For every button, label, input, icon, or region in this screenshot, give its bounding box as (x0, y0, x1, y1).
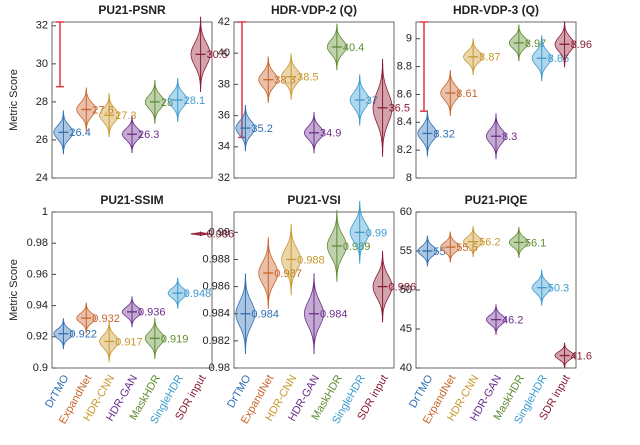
y-tick-label: 1 (42, 206, 48, 218)
plot-frame (233, 211, 395, 369)
y-tick-label: 50 (400, 284, 412, 296)
value-label: 0.932 (92, 313, 120, 325)
y-tick-label: 40 (218, 47, 230, 59)
y-tick-label: 0.9 (33, 362, 48, 374)
panel-title: HDR-VDP-2 (Q) (271, 3, 357, 17)
value-label: 56.1 (525, 237, 546, 249)
y-tick-label: 0.98 (27, 237, 48, 249)
value-label: 30.5 (207, 49, 228, 61)
value-label: 55 (433, 246, 445, 258)
value-label: 28.1 (184, 95, 205, 107)
value-label: 0.988 (297, 254, 325, 266)
y-tick-label: 8.6 (397, 88, 412, 100)
plot-frame (51, 21, 213, 179)
plot-frame (415, 21, 577, 179)
y-tick-label: 24 (36, 172, 48, 184)
y-tick-label: 36 (218, 110, 230, 122)
value-label: 35.2 (251, 123, 272, 135)
value-label: 0.936 (138, 307, 166, 319)
y-tick-label: 42 (218, 16, 230, 28)
y-tick-label: 0.982 (202, 335, 230, 347)
value-label: 38.3 (274, 75, 295, 87)
y-tick-label: 8.4 (397, 116, 412, 128)
y-tick-label: 8 (406, 172, 412, 184)
value-label: 8.32 (433, 128, 454, 140)
value-label: 0.986 (207, 229, 235, 241)
value-label: 56.2 (479, 237, 500, 249)
value-label: 27.6 (92, 104, 113, 116)
y-tick-label: 30 (36, 58, 48, 70)
value-label: 0.919 (161, 333, 189, 345)
y-tick-label: 40 (400, 362, 412, 374)
plot-frame (51, 211, 213, 369)
value-label: 28 (161, 97, 173, 109)
y-tick-label: 32 (218, 172, 230, 184)
value-label: 55.5 (456, 242, 477, 254)
y-tick-label: 38 (218, 78, 230, 90)
panel-title: PU21-VSI (287, 193, 340, 207)
y-axis-label: Metric Score (8, 259, 20, 321)
y-tick-label: 0.96 (27, 268, 48, 280)
value-label: 0.984 (251, 309, 279, 321)
value-label: 8.96 (571, 39, 592, 51)
value-label: 0.948 (184, 288, 212, 300)
value-label: 50.3 (548, 283, 569, 295)
y-tick-label: 45 (400, 323, 412, 335)
y-tick-label: 28 (36, 96, 48, 108)
y-tick-label: 0.99 (209, 226, 230, 238)
value-label: 41.6 (571, 350, 592, 362)
value-label: 26.4 (69, 127, 90, 139)
value-label: 27.3 (115, 110, 136, 122)
y-tick-label: 8.2 (397, 144, 412, 156)
y-tick-label: 55 (400, 245, 412, 257)
y-axis-label: Metric Score (8, 69, 20, 131)
value-label: 0.99 (366, 227, 387, 239)
y-tick-label: 26 (36, 134, 48, 146)
y-tick-label: 0.98 (209, 362, 230, 374)
value-label: 0.984 (320, 309, 348, 321)
panel-title: PU21-SSIM (100, 193, 163, 207)
value-label: 26.3 (138, 129, 159, 141)
value-label: 0.922 (69, 329, 97, 341)
value-label: 40.4 (343, 42, 364, 54)
value-label: 8.61 (456, 88, 477, 100)
y-tick-label: 60 (400, 206, 412, 218)
value-label: 8.87 (479, 52, 500, 64)
value-label: 0.917 (115, 336, 143, 348)
y-tick-label: 34 (218, 141, 230, 153)
y-tick-label: 32 (36, 20, 48, 32)
value-label: 8.3 (502, 131, 517, 143)
y-tick-label: 0.988 (202, 253, 230, 265)
value-label: 46.2 (502, 315, 523, 327)
value-label: 34.9 (320, 128, 341, 140)
y-tick-label: 9 (406, 33, 412, 45)
panel-title: HDR-VDP-3 (Q) (453, 3, 539, 17)
panel-title: PU21-PIQE (465, 193, 528, 207)
plot-frame (233, 21, 395, 179)
y-tick-label: 0.986 (202, 281, 230, 293)
y-tick-label: 8.8 (397, 60, 412, 72)
y-tick-label: 0.984 (202, 308, 230, 320)
value-label: 36.5 (389, 103, 410, 115)
value-label: 38.5 (297, 72, 318, 84)
y-tick-label: 0.92 (27, 331, 48, 343)
value-label: 0.987 (274, 268, 302, 280)
panel-title: PU21-PSNR (98, 3, 166, 17)
y-tick-label: 0.94 (27, 300, 48, 312)
value-label: 0.986 (389, 282, 417, 294)
